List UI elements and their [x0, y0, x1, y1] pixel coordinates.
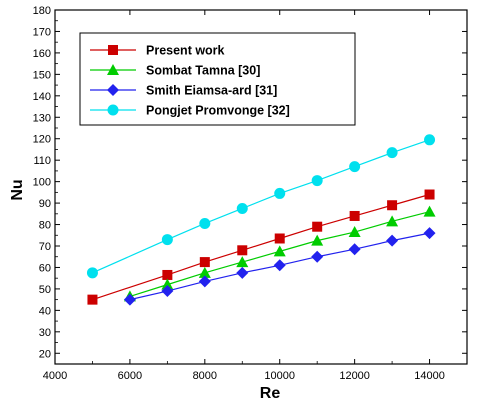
data-point [348, 243, 361, 256]
y-tick-label: 80 [39, 220, 51, 232]
data-point [236, 266, 249, 279]
legend-label: Pongjet Promvonge [32] [146, 104, 290, 118]
y-tick-label: 150 [33, 69, 51, 81]
data-point [161, 234, 173, 246]
legend-marker [107, 84, 119, 96]
x-axis-label: Re [260, 385, 281, 402]
data-point [423, 205, 436, 217]
legend-item: Present work [90, 44, 225, 58]
data-point [199, 257, 210, 268]
y-tick-label: 70 [39, 241, 51, 253]
y-tick-label: 120 [33, 134, 51, 146]
plot-frame [54, 9, 468, 365]
x-tick-label: 8000 [193, 370, 217, 382]
data-point [236, 256, 249, 268]
legend-marker [107, 64, 119, 75]
legend-item: Sombat Tamna [30] [90, 64, 260, 78]
data-point [424, 189, 435, 200]
x-tick-label: 12000 [339, 370, 370, 382]
series-line [92, 139, 430, 274]
series-3 [123, 227, 436, 306]
data-point [386, 147, 398, 159]
data-point [312, 221, 323, 232]
data-point [198, 266, 211, 278]
y-tick-label: 160 [33, 48, 51, 60]
data-point [237, 245, 248, 256]
x-tick-label: 14000 [414, 370, 445, 382]
data-point [349, 210, 360, 221]
data-point [423, 227, 436, 240]
data-point [123, 293, 136, 306]
y-axis-label: Nu [9, 179, 26, 200]
data-point [86, 267, 98, 279]
data-point [348, 226, 361, 238]
y-tick-label: 110 [33, 155, 51, 167]
legend-marker [108, 45, 118, 55]
axes: 20 30 40 50 60 70 80 90 100 110 120 130 140 150 160 170… [33, 5, 468, 382]
y-tick-label: 140 [33, 91, 51, 103]
plot-series [86, 134, 436, 306]
data-point [274, 187, 286, 199]
data-point [311, 250, 324, 263]
y-tick-label: 30 [39, 327, 51, 339]
data-point [161, 285, 174, 298]
data-point [311, 234, 324, 246]
data-point [162, 269, 173, 280]
series-line [92, 193, 430, 301]
legend-label: Smith Eiamsa-ard [31] [146, 84, 277, 98]
series-4 [86, 134, 436, 279]
data-point [386, 234, 399, 247]
y-tick-label: 100 [33, 177, 51, 189]
data-point [236, 202, 248, 214]
y-tick-label: 90 [39, 198, 51, 210]
legend: Present work Sombat Tamna [30] Smith Eiams… [79, 32, 356, 126]
y-tick-label: 170 [33, 26, 51, 38]
data-point [386, 215, 399, 227]
y-tick-label: 60 [39, 262, 51, 274]
data-point [198, 275, 211, 288]
data-point [387, 200, 398, 211]
legend-label: Sombat Tamna [30] [146, 64, 260, 78]
series-1 [87, 189, 435, 305]
y-tick-label: 50 [39, 284, 51, 296]
x-tick-label: 10000 [264, 370, 295, 382]
series-2 [123, 205, 436, 302]
legend-item: Pongjet Promvonge [32] [90, 104, 290, 118]
data-point [274, 233, 285, 244]
data-point [87, 294, 98, 305]
x-tick-label: 6000 [118, 370, 142, 382]
y-tick-label: 180 [33, 5, 51, 17]
y-tick-label: 40 [39, 305, 51, 317]
data-point [273, 259, 286, 272]
legend-marker [107, 104, 119, 116]
x-tick-label: 4000 [43, 370, 67, 382]
data-point [424, 134, 436, 146]
data-point [199, 217, 211, 229]
y-tick-label: 130 [33, 112, 51, 124]
legend-item: Smith Eiamsa-ard [31] [90, 84, 277, 98]
y-tick-label: 20 [39, 348, 51, 360]
legend-label: Present work [146, 44, 225, 58]
data-point [311, 175, 323, 187]
data-point [161, 278, 174, 290]
data-point [273, 245, 286, 257]
data-point [349, 161, 361, 173]
